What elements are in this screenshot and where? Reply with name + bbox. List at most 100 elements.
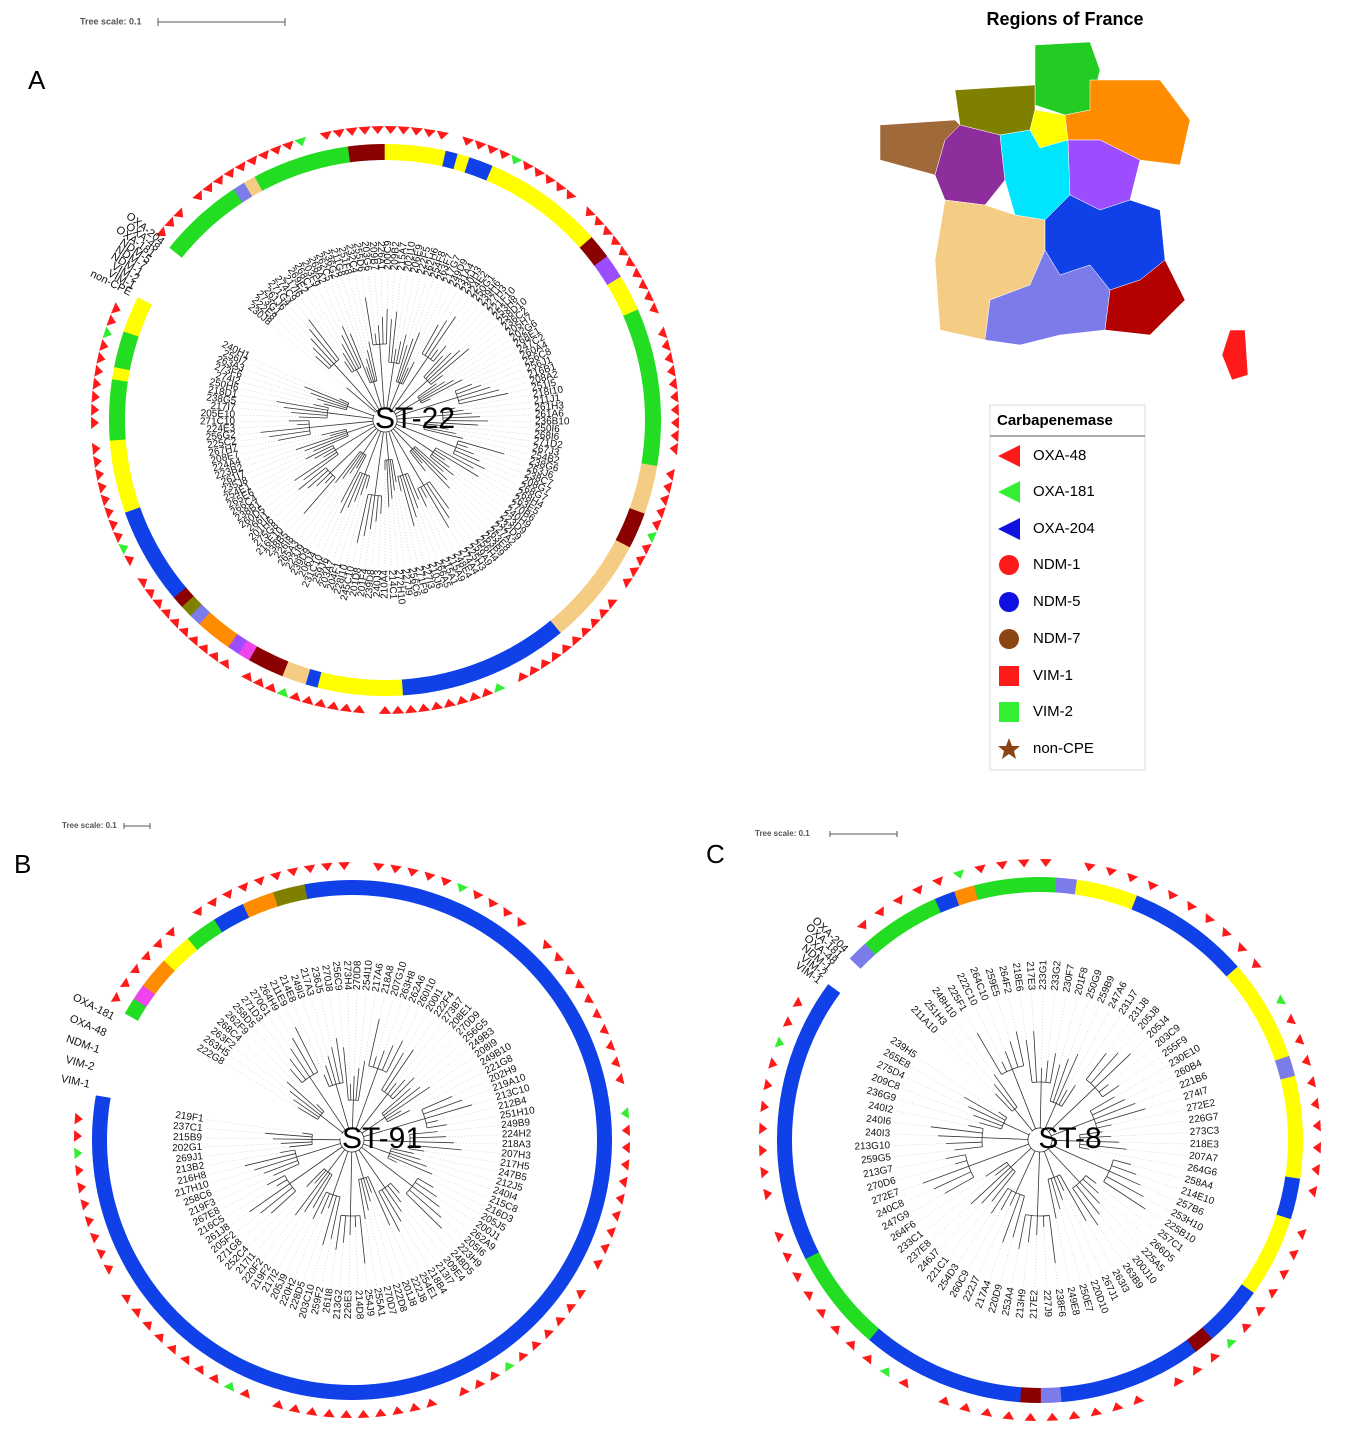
marker	[552, 652, 562, 662]
leader	[1001, 1237, 1013, 1281]
marker	[208, 1374, 218, 1384]
marker	[556, 1317, 566, 1327]
tree-scale: Tree scale: 0.1	[80, 16, 142, 26]
marker	[375, 1409, 387, 1418]
leader	[340, 1243, 344, 1287]
sequence-type: ST-91	[342, 1122, 422, 1155]
branch	[456, 385, 480, 394]
leader	[436, 335, 505, 383]
ring-segment	[645, 416, 661, 429]
ring-segment	[645, 404, 661, 417]
marker	[562, 644, 572, 654]
leader	[508, 389, 529, 393]
branch	[358, 1061, 364, 1100]
tree-panel: 219F1237C1215B9202G1269J1213B2216H8217H1…	[60, 862, 630, 1418]
marker	[763, 1079, 772, 1091]
leader	[227, 1186, 277, 1217]
marker	[113, 532, 123, 543]
marker	[192, 190, 202, 200]
marker	[459, 1387, 470, 1397]
branch	[345, 362, 352, 373]
marker	[505, 1362, 515, 1372]
ring-segment	[320, 880, 338, 896]
marker	[774, 1232, 783, 1243]
leader	[1098, 1225, 1123, 1261]
ring-segment	[109, 416, 125, 429]
branch	[955, 1161, 967, 1164]
leader	[263, 1023, 290, 1059]
leader	[472, 1099, 493, 1105]
leader	[389, 507, 392, 567]
marker	[340, 703, 352, 712]
leader	[990, 1242, 1003, 1278]
ring-segment	[596, 1122, 612, 1139]
leader	[959, 1213, 992, 1262]
marker	[237, 882, 248, 892]
branch	[982, 1169, 1013, 1203]
leader	[441, 1217, 463, 1236]
marker	[1268, 1289, 1278, 1299]
sequence-type: ST-8	[1038, 1122, 1101, 1155]
column-header: VIM-1	[60, 1073, 91, 1091]
leader	[997, 999, 1010, 1041]
marker	[314, 699, 326, 708]
legend-label: NDM-5	[1033, 593, 1081, 610]
marker	[489, 898, 499, 908]
leader	[896, 1111, 969, 1126]
leader	[1135, 1087, 1177, 1103]
branch	[291, 413, 327, 416]
leader	[979, 1205, 1010, 1273]
leader	[1119, 1142, 1187, 1144]
leader	[370, 1201, 394, 1280]
marker	[426, 1399, 437, 1408]
marker	[94, 365, 103, 377]
leader	[894, 1122, 931, 1126]
marker	[198, 644, 208, 654]
branch	[382, 317, 383, 344]
leader	[485, 469, 517, 485]
marker	[611, 235, 621, 245]
branch	[982, 1138, 1028, 1140]
branch	[999, 1112, 1007, 1118]
marker	[235, 161, 246, 171]
tree-scale: Tree scale: 0.1	[755, 829, 810, 838]
legend-label: OXA-48	[1033, 447, 1086, 464]
leader	[241, 440, 278, 447]
leader	[405, 1030, 449, 1080]
marker	[80, 1199, 89, 1210]
marker	[219, 659, 229, 669]
marker	[792, 1272, 802, 1282]
marker	[652, 520, 662, 531]
branch	[299, 468, 326, 490]
leader	[925, 1175, 996, 1231]
leader	[1125, 1077, 1173, 1100]
column-header: NDM-1	[65, 1033, 102, 1056]
leader	[478, 477, 510, 497]
leader	[226, 1064, 298, 1107]
marker	[154, 1333, 164, 1343]
ring-segment	[595, 1106, 612, 1124]
marker	[74, 1113, 82, 1125]
branch	[409, 1190, 441, 1218]
marker	[407, 868, 418, 877]
branch	[353, 1076, 354, 1100]
marker	[1091, 1407, 1103, 1416]
branch	[378, 1051, 384, 1069]
marker	[338, 862, 350, 870]
leader	[462, 352, 515, 380]
branch	[302, 1133, 312, 1134]
marker	[530, 666, 541, 676]
marker	[623, 578, 633, 588]
leader	[1114, 1066, 1167, 1097]
marker	[108, 520, 118, 531]
marker	[188, 636, 198, 646]
marker	[656, 507, 665, 519]
leader	[420, 1159, 493, 1180]
marker	[535, 167, 545, 177]
branch	[313, 1175, 332, 1208]
branch	[323, 1196, 337, 1245]
marker	[444, 699, 456, 708]
marker	[1222, 927, 1232, 937]
branch	[294, 1100, 320, 1118]
leader	[1106, 1023, 1129, 1053]
